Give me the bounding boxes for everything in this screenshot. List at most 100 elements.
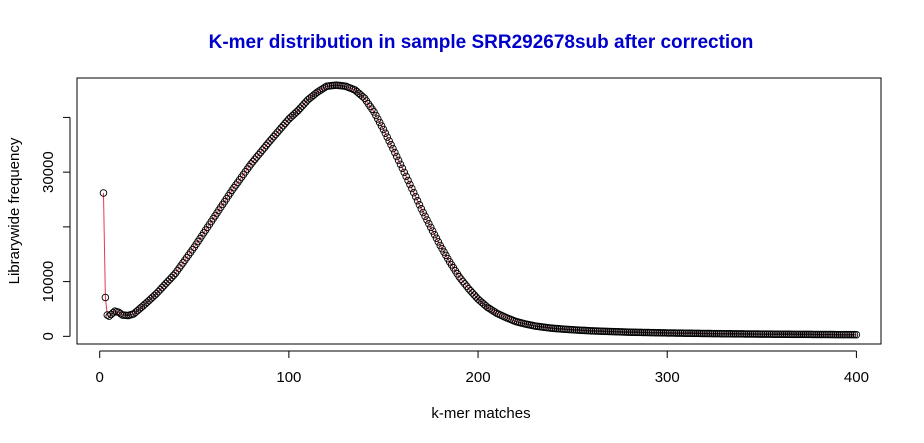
data-point: [394, 156, 403, 165]
data-point: [114, 308, 123, 317]
data-point: [809, 330, 817, 339]
x-axis-label: k-mer matches: [431, 405, 530, 422]
data-point: [826, 330, 834, 339]
data-point: [741, 330, 749, 338]
data-point: [706, 329, 715, 338]
data-point: [652, 328, 660, 337]
data-point: [769, 330, 777, 338]
data-point: [612, 327, 620, 336]
data-point: [432, 234, 441, 243]
series-points: [99, 81, 861, 339]
data-point: [672, 329, 681, 337]
data-point: [402, 172, 410, 181]
data-point: [472, 293, 480, 301]
data-point: [470, 291, 479, 299]
data-point: [799, 330, 808, 339]
data-point: [375, 118, 384, 127]
data-point: [457, 275, 465, 283]
data-point: [718, 329, 726, 338]
data-point: [618, 328, 626, 336]
data-point: [735, 330, 743, 338]
data-point: [712, 329, 721, 338]
data-point: [279, 121, 287, 130]
data-point: [374, 115, 382, 123]
data-point: [818, 330, 827, 339]
data-point: [654, 329, 662, 337]
data-point: [661, 329, 670, 337]
data-point: [99, 189, 108, 197]
data-point: [797, 330, 806, 339]
data-point: [385, 137, 393, 145]
data-point: [152, 289, 161, 298]
data-point: [693, 329, 702, 338]
data-point: [824, 330, 832, 339]
data-point: [158, 283, 166, 292]
data-point: [249, 157, 257, 166]
data-point: [691, 329, 700, 338]
plot-frame: [76, 77, 882, 345]
data-point: [752, 330, 760, 338]
data-point: [423, 216, 431, 224]
data-point: [269, 132, 278, 141]
data-point: [638, 328, 647, 337]
data-point: [771, 330, 779, 338]
data-point: [831, 330, 840, 339]
data-point: [688, 329, 696, 338]
data-point: [275, 126, 284, 134]
data-point: [281, 119, 289, 128]
data-point: [665, 329, 673, 337]
data-point: [703, 329, 711, 338]
data-point: [828, 330, 836, 339]
data-point: [389, 144, 397, 153]
data-point: [731, 330, 740, 338]
data-point: [852, 330, 861, 339]
data-point: [782, 330, 791, 339]
data-point: [724, 330, 732, 338]
data-point: [483, 303, 492, 312]
data-point: [430, 230, 439, 239]
data-point: [761, 330, 770, 338]
data-point: [803, 330, 811, 339]
data-point: [805, 330, 813, 339]
data-point: [657, 329, 666, 337]
data-point: [640, 328, 649, 337]
data-point: [101, 293, 110, 302]
data-point: [164, 277, 172, 286]
data-point: [776, 330, 785, 339]
data-point: [682, 329, 690, 337]
data-point: [294, 106, 303, 115]
data-point: [434, 238, 443, 246]
data-point: [599, 327, 607, 336]
data-point: [667, 329, 675, 337]
data-point: [156, 285, 164, 294]
data-point: [604, 327, 613, 336]
data-point: [466, 287, 475, 295]
x-tick-label: 300: [655, 369, 680, 386]
data-point: [811, 330, 819, 339]
data-point: [659, 329, 668, 337]
data-point: [633, 328, 641, 337]
x-tick-label: 200: [466, 369, 491, 386]
data-point: [408, 184, 416, 193]
data-point: [464, 284, 473, 293]
data-point: [419, 208, 427, 217]
data-point: [695, 329, 704, 338]
data-point: [627, 328, 636, 336]
data-point: [794, 330, 802, 339]
data-point: [846, 330, 855, 339]
data-point: [425, 219, 433, 228]
data-point: [686, 329, 694, 338]
data-point: [720, 329, 728, 338]
data-point: [396, 160, 405, 169]
y-tick-label: 30000: [40, 151, 57, 193]
data-point: [742, 330, 751, 338]
data-point: [642, 328, 651, 337]
data-point: [273, 128, 282, 136]
data-point: [455, 272, 463, 281]
data-point: [790, 330, 798, 339]
data-point: [773, 330, 781, 338]
data-point: [595, 327, 603, 335]
x-tick-label: 0: [96, 369, 104, 386]
data-point: [379, 125, 388, 134]
data-point: [714, 329, 723, 338]
